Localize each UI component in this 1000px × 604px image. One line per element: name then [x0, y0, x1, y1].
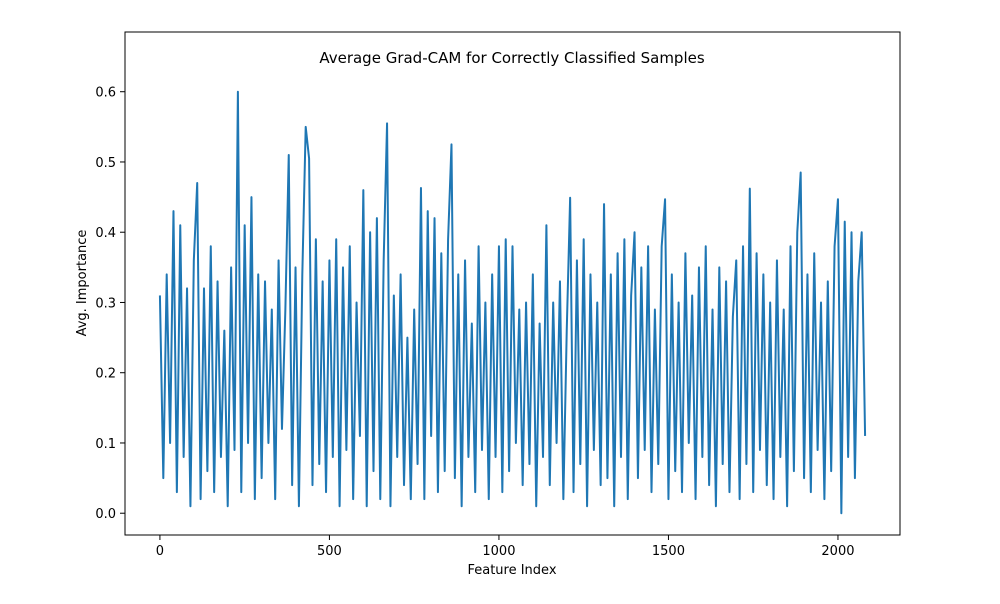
y-tick-label: 0.6: [95, 86, 116, 101]
y-tick-label: 0.3: [95, 296, 116, 311]
y-tick-label: 0.2: [95, 367, 116, 382]
x-tick-label: 2000: [821, 544, 854, 559]
y-tick-label: 0.0: [95, 507, 116, 522]
y-tick-label: 0.4: [95, 226, 116, 241]
x-axis-label: Feature Index: [467, 563, 556, 578]
y-tick-label: 0.1: [95, 437, 116, 452]
x-tick-label: 0: [156, 544, 164, 559]
chart-title: Average Grad-CAM for Correctly Classifie…: [319, 49, 705, 67]
x-tick-label: 1000: [482, 544, 515, 559]
plot-frame: [124, 31, 901, 536]
line-series: [158, 90, 867, 515]
x-tick-label: 1500: [652, 544, 685, 559]
y-axis-label: Avg. Importance: [75, 230, 90, 337]
x-tick-label: 500: [317, 544, 342, 559]
y-tick-label: 0.5: [95, 156, 116, 171]
